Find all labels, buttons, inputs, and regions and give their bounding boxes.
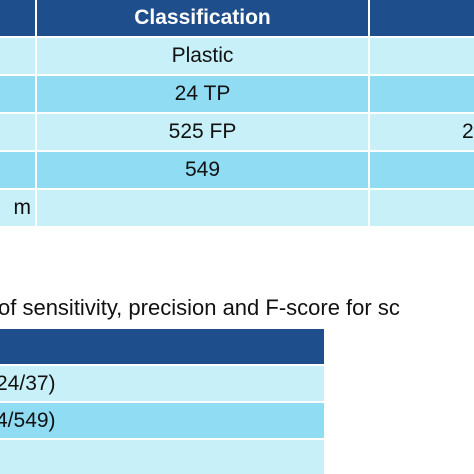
table-cell [370, 38, 474, 74]
table-cell-text: 4/549) [0, 408, 56, 432]
table-cell-text: 2 [462, 120, 474, 143]
table-caption: of sensitivity, precision and F-score fo… [0, 295, 400, 320]
table-row: 525 FP 2 [0, 114, 474, 150]
table-cell-text: m [13, 196, 32, 219]
table-cell [0, 76, 35, 112]
table-header-row: Classification [0, 0, 474, 36]
table-cell: m [0, 190, 35, 226]
table-cell: 24 TP [37, 76, 368, 112]
table-cell [0, 38, 35, 74]
table-cell: 2 [370, 114, 474, 150]
table-cell [370, 76, 474, 112]
table-cell [370, 152, 474, 188]
table-header-cell [370, 0, 474, 36]
table-row: 4/549) [0, 403, 324, 438]
table-header-row [0, 329, 324, 364]
table-cell: Plastic [37, 38, 368, 74]
table-header-cell [0, 0, 35, 36]
table-header-cell: Classification [37, 0, 368, 36]
table-cell: 525 FP [37, 114, 368, 150]
table-row: 549 [0, 152, 474, 188]
table-cell [37, 190, 368, 226]
table-row: 24/37) [0, 366, 324, 401]
table-row: m [0, 190, 474, 226]
table-cell-text: 24/37) [0, 371, 56, 395]
table-cell [0, 114, 35, 150]
table-cell [0, 152, 35, 188]
table-row [0, 440, 324, 474]
table-row: 24 TP [0, 76, 474, 112]
table-cell [370, 190, 474, 226]
table-cell: 549 [37, 152, 368, 188]
table-row: Plastic [0, 38, 474, 74]
